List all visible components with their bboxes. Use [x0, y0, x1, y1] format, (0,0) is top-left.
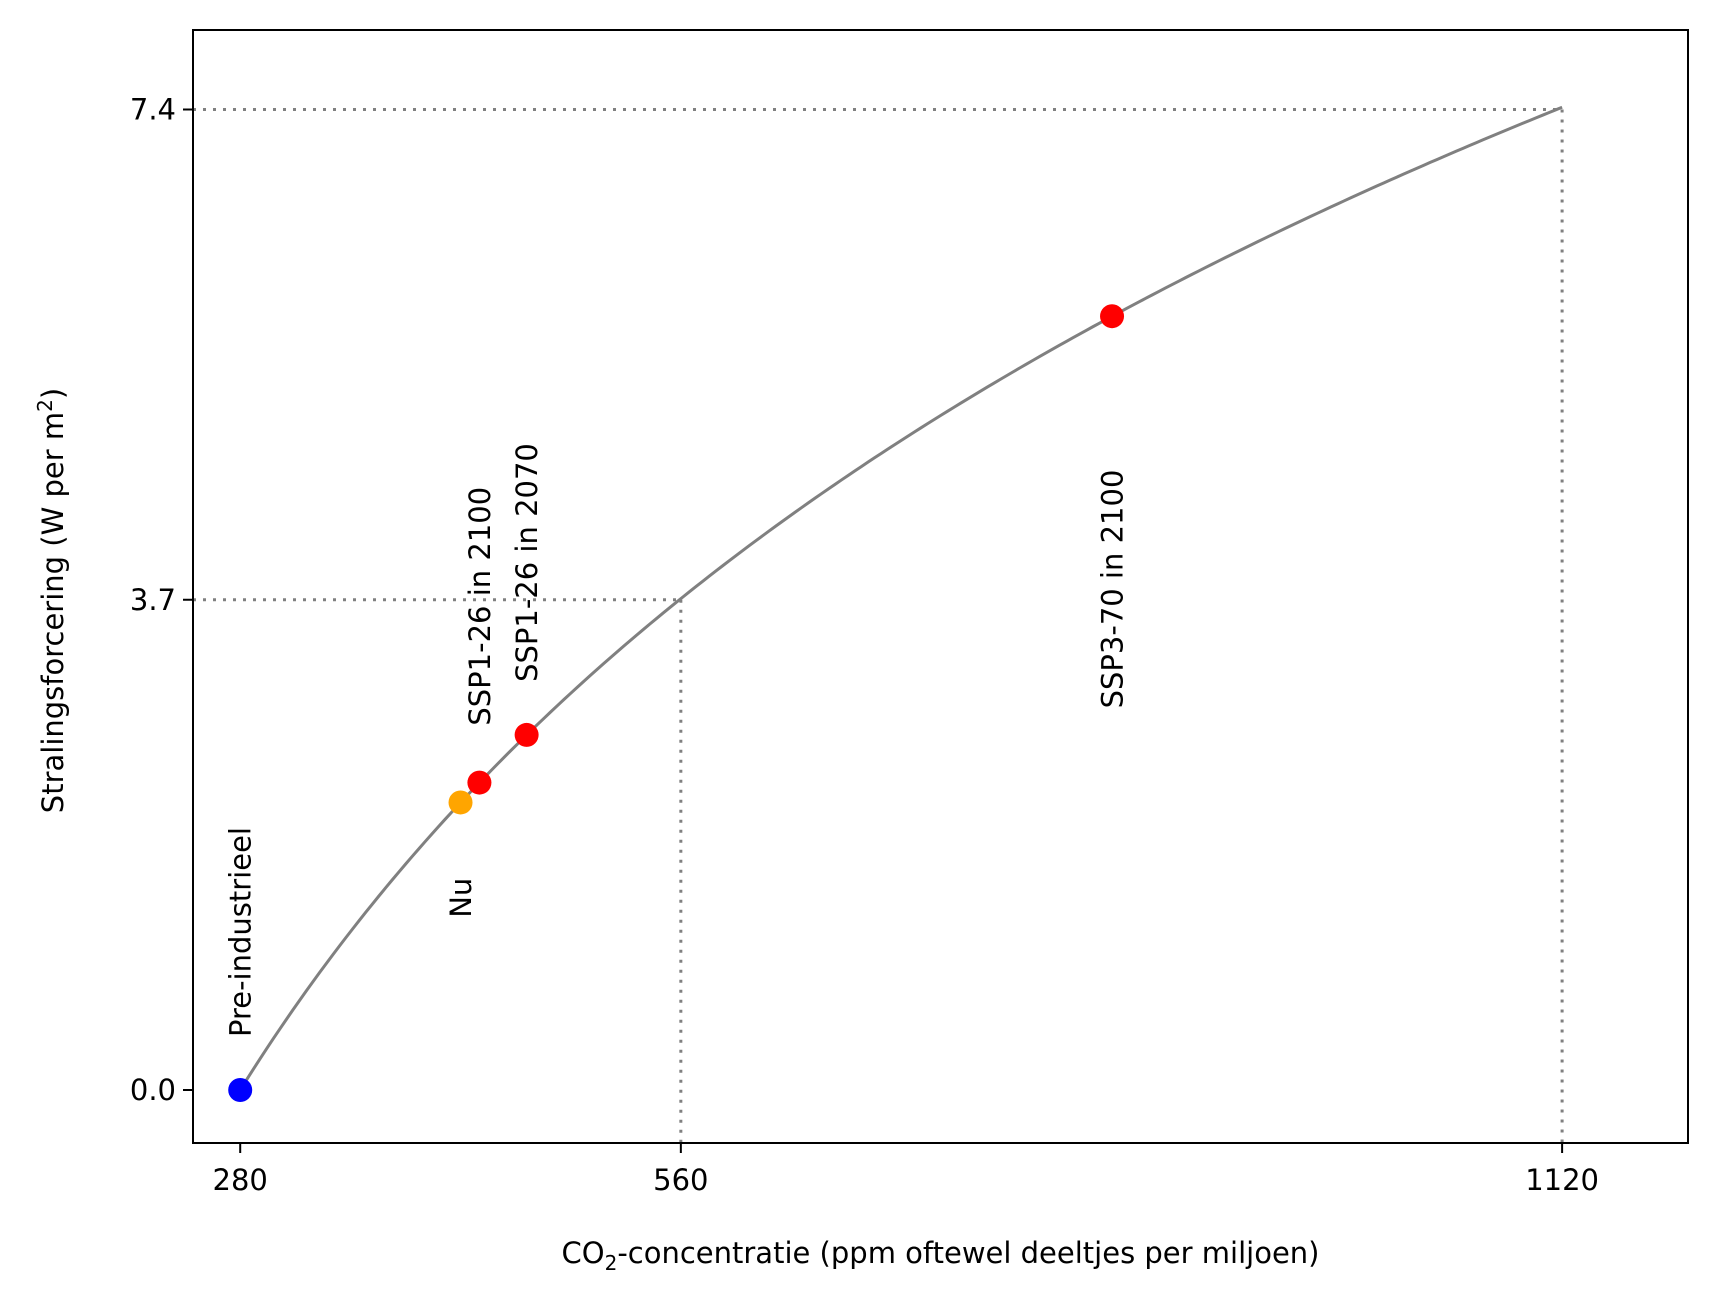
data-point-4	[1100, 304, 1125, 329]
plot-frame	[192, 29, 1689, 1144]
annotation-2: SSP1-26 in 2100	[463, 487, 497, 726]
y-axis-ticks: 0.0 3.7 7.4	[130, 93, 193, 1107]
data-points	[228, 304, 1125, 1102]
x-axis-ticks: 280 560 1120	[213, 1143, 1599, 1197]
y-axis-label: Stralingsforcering (W per m2)	[33, 388, 70, 813]
forcing-curve	[238, 105, 1563, 1091]
y-tick-label-0: 0.0	[130, 1073, 176, 1107]
x-tick-label-1: 560	[653, 1163, 708, 1197]
x-tick-label-2: 1120	[1525, 1163, 1599, 1197]
data-point-2	[467, 770, 492, 795]
reference-lines	[193, 108, 1564, 1143]
annotations: Pre-industrieel Nu SSP1-26 in 2100 SSP1-26 …	[224, 443, 1130, 1037]
data-point-0	[228, 1078, 253, 1102]
y-tick-label-1: 3.7	[130, 583, 176, 617]
data-point-1	[448, 790, 473, 815]
y-tick-label-2: 7.4	[130, 93, 176, 127]
annotation-0: Pre-industrieel	[224, 827, 258, 1037]
annotation-3: SSP1-26 in 2070	[510, 443, 544, 682]
annotation-4: SSP3-70 in 2100	[1095, 470, 1129, 709]
x-tick-label-0: 280	[213, 1163, 268, 1197]
data-point-3	[514, 722, 539, 747]
annotation-1: Nu	[444, 878, 478, 918]
x-axis-label: CO2-concentratie (ppm oftewel deeltjes p…	[562, 1236, 1320, 1275]
